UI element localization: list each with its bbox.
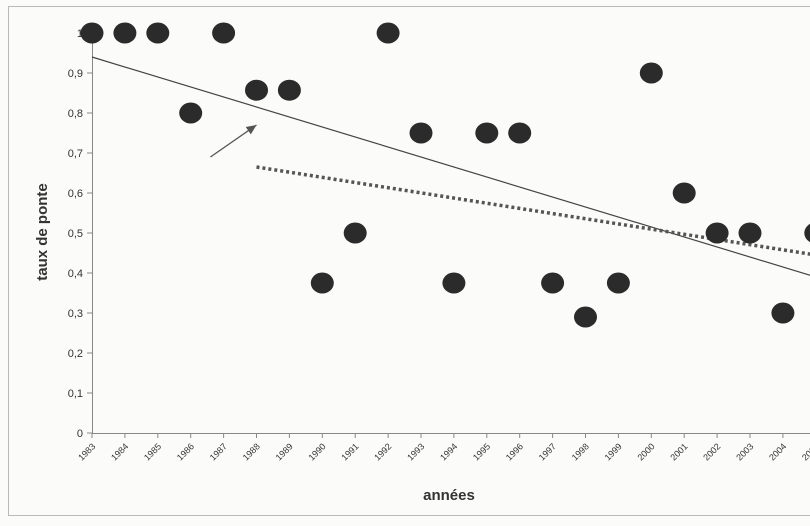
data-point [245, 79, 268, 101]
x-tick-label: 1986 [175, 441, 196, 462]
data-point [113, 22, 137, 44]
annotations [210, 124, 257, 158]
data-point [212, 22, 236, 44]
x-tick-label: 1987 [208, 441, 229, 462]
y-axis-label: taux de ponte [34, 183, 51, 281]
y-tick-label: 0,8 [68, 108, 83, 120]
chart-border [8, 6, 810, 516]
y-tick-label: 0,2 [68, 348, 83, 360]
x-tick-label: 1991 [339, 441, 360, 462]
data-point [475, 122, 499, 144]
data-point [310, 272, 334, 294]
data-point [705, 222, 729, 244]
data-point [672, 182, 696, 204]
data-point [541, 272, 565, 294]
x-tick-label: 1989 [274, 441, 295, 462]
y-tick-label: 0 [77, 428, 83, 440]
x-tick-label: 1988 [241, 441, 262, 462]
data-point [343, 222, 367, 244]
x-tick-label: 2001 [668, 441, 689, 462]
x-tick-label: 1985 [142, 441, 163, 462]
data-point [606, 272, 630, 294]
x-axis-label: années [423, 487, 475, 504]
data-point [771, 302, 795, 324]
x-tick-label: 1993 [405, 441, 426, 462]
trendline-solid [91, 56, 810, 276]
x-tick-label: 2005 [800, 441, 810, 462]
arrow-head [245, 125, 257, 135]
x-tick-label: 1984 [109, 441, 130, 462]
x-tick-label: 1999 [603, 441, 624, 462]
y-tick-label: 0,1 [68, 388, 83, 400]
x-tick-label: 1983 [76, 441, 97, 462]
data-point [409, 122, 433, 144]
data-point [804, 223, 810, 243]
data-point [179, 102, 203, 124]
x-tick-label: 2004 [767, 441, 788, 462]
x-tick-label: 1998 [570, 441, 591, 462]
data-point [442, 272, 466, 294]
y-tick-label: 0,7 [68, 148, 83, 160]
x-tick-label: 2002 [701, 441, 722, 462]
axes: 0 0,1 0,2 0,3 0,4 0,5 0,6 0,7 0,8 0,9 1 1983 1984 198… [68, 28, 810, 463]
trendlines [91, 56, 810, 276]
y-tick-label: 1 [77, 28, 83, 40]
y-tick-label: 0,4 [68, 268, 83, 280]
x-tick-label: 1996 [504, 441, 525, 462]
data-points [80, 22, 810, 328]
data-point [146, 22, 170, 44]
x-tick-label: 1994 [438, 441, 459, 462]
data-point [574, 306, 597, 328]
x-tick-label: 1990 [306, 441, 327, 462]
x-tick-label: 1995 [471, 441, 492, 462]
data-point [738, 222, 762, 244]
y-tick-label: 0,3 [68, 308, 83, 320]
y-tick-label: 0,5 [68, 228, 83, 240]
data-point [80, 22, 104, 44]
x-tick-label: 2000 [635, 441, 656, 462]
data-point [277, 79, 301, 101]
x-tick-label: 2003 [734, 441, 755, 462]
data-point [639, 62, 663, 84]
y-tick-label: 0,6 [68, 188, 83, 200]
x-tick-label: 1997 [537, 441, 558, 462]
trendline-dotted [256, 165, 810, 256]
x-tick-label: 1992 [372, 441, 393, 462]
data-point [508, 122, 532, 144]
y-tick-label: 0,9 [68, 68, 83, 80]
data-point [376, 22, 400, 44]
